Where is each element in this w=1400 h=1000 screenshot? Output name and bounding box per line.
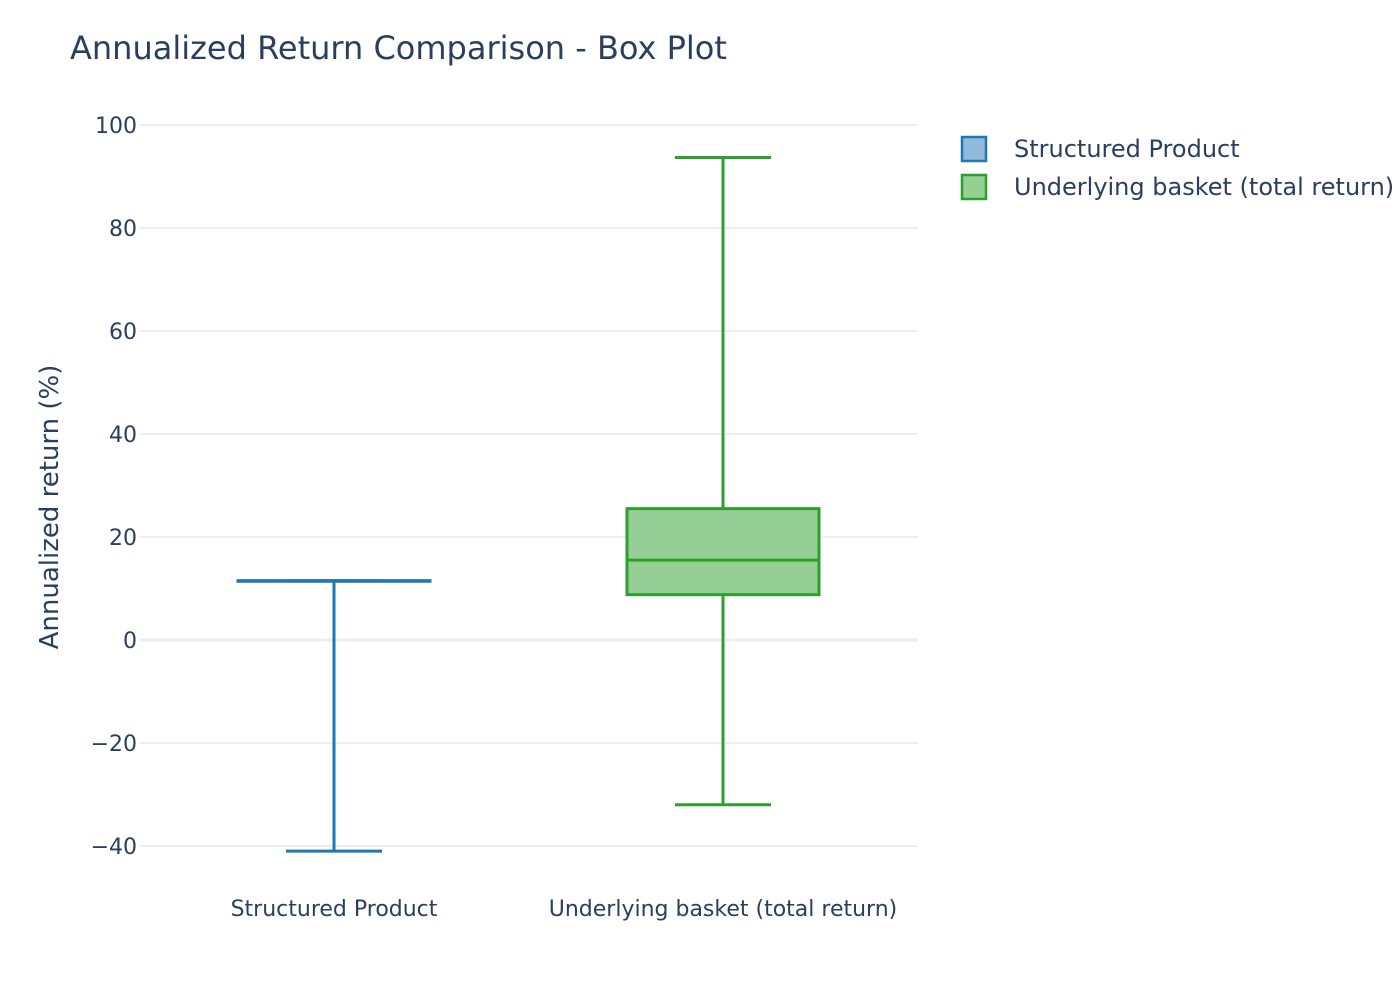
y-tick-label: 80	[109, 217, 137, 242]
legend-label: Structured Product	[1014, 135, 1240, 163]
y-tick-label: 0	[123, 629, 137, 654]
y-tick-label: 100	[95, 114, 137, 139]
iqr-box	[625, 507, 821, 597]
chart-title: Annualized Return Comparison - Box Plot	[70, 29, 727, 67]
legend: Structured Product Underlying basket (tot…	[960, 135, 1394, 201]
legend-swatch	[960, 135, 988, 163]
legend-swatch	[960, 173, 988, 201]
x-axis-ticks: Structured Product Underlying basket (tot…	[231, 897, 898, 922]
y-tick-label: 40	[109, 423, 137, 448]
box-layer	[236, 155, 821, 853]
legend-item[interactable]: Structured Product	[960, 135, 1240, 163]
grid-layer	[140, 124, 918, 847]
y-axis-ticks: 100 80 60 40 20 0 −20 −40	[91, 114, 137, 860]
legend-item[interactable]: Underlying basket (total return)	[960, 173, 1394, 201]
x-tick-label: Underlying basket (total return)	[549, 897, 898, 922]
x-tick-label: Structured Product	[231, 897, 438, 922]
box-underlying-basket	[625, 155, 821, 807]
y-tick-label: −40	[91, 835, 137, 860]
legend-label: Underlying basket (total return)	[1014, 173, 1394, 201]
y-tick-label: −20	[91, 732, 137, 757]
y-axis-title: Annualized return (%)	[35, 365, 65, 650]
box-structured-product	[236, 579, 432, 853]
y-tick-label: 20	[109, 526, 137, 551]
y-tick-label: 60	[109, 320, 137, 345]
